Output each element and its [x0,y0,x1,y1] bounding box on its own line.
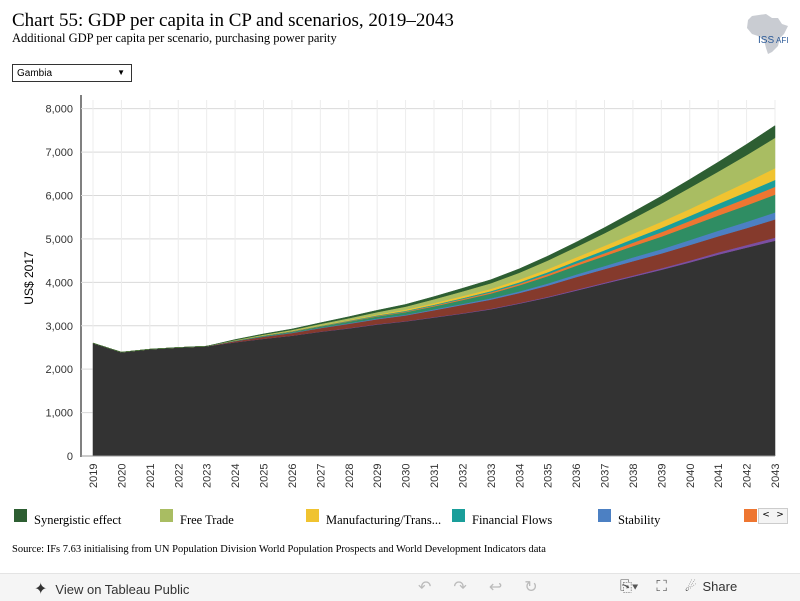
legend-next-button[interactable]: > [776,510,784,520]
logo-text: ISS [758,35,774,46]
legend-swatch[interactable] [160,509,173,522]
africa-silhouette [747,14,788,54]
legend-swatch[interactable] [452,509,465,522]
x-tick-label: 2027 [315,464,327,488]
fullscreen-icon[interactable]: ⛶ [656,578,667,595]
y-tick-label: 2,000 [45,364,73,376]
undo-icon[interactable]: ↶ [418,579,432,596]
legend-label[interactable]: Manufacturing/Trans... [326,513,442,527]
legend-label[interactable]: Financial Flows [472,513,553,527]
x-tick-label: 2019 [88,464,100,488]
x-tick-label: 2040 [685,464,697,488]
legend-label[interactable]: Stability [618,513,661,527]
x-tick-label: 2038 [628,464,640,488]
x-tick-label: 2042 [742,464,754,488]
x-tick-label: 2023 [202,464,214,488]
x-tick-label: 2029 [372,464,384,488]
legend-label[interactable]: Synergistic effect [34,513,122,527]
tableau-footer: ✦ View on Tableau Public ↶ ↷ ↩ ↻ ⎘▾ ⛶ ☄ … [0,573,800,601]
x-tick-label: 2041 [713,464,725,488]
x-tick-label: 2024 [230,464,242,488]
country-dropdown[interactable]: Gambia ▼ [12,64,132,82]
area-series [92,125,776,353]
country-dropdown-value: Gambia [17,68,53,79]
redo-icon[interactable]: ↷ [453,579,467,596]
share-label: Share [702,579,738,594]
revert-icon[interactable]: ↩ [488,579,503,596]
x-tick-label: 2031 [429,464,441,488]
x-tick-label: 2039 [656,464,668,488]
x-tick-label: 2034 [514,464,526,488]
y-tick-label: 3,000 [45,321,73,333]
y-axis-label: US$ 2017 [22,251,36,305]
legend-swatch[interactable] [306,509,319,522]
x-tick-label: 2022 [173,464,185,488]
x-tick-label: 2025 [259,464,271,488]
chart-subtitle: Additional GDP per capita per scenario, … [12,31,337,45]
x-tick-label: 2020 [116,464,128,488]
footer-tools: ↶ ↷ ↩ ↻ [418,577,538,597]
legend-nav: < > [758,508,788,524]
footer-right: ⎘▾ ⛶ ☄ Share [620,578,737,595]
x-tick-label: 2032 [457,464,469,488]
x-tick-label: 2030 [401,464,413,488]
share-icon: ☄ [684,578,697,594]
view-on-tableau-button[interactable]: ✦ View on Tableau Public [34,579,189,599]
chart-title: Chart 55: GDP per capita in CP and scena… [12,10,454,31]
x-tick-label: 2033 [486,464,498,488]
x-tick-label: 2026 [287,464,299,488]
x-tick-label: 2035 [543,464,555,488]
y-tick-label: 7,000 [45,147,73,159]
y-tick-label: 0 [67,451,73,463]
y-tick-label: 6,000 [45,191,73,203]
x-tick-label: 2043 [770,464,782,488]
y-tick-label: 1,000 [45,408,73,420]
y-tick-label: 8,000 [45,104,73,116]
view-on-tableau-label: View on Tableau Public [55,581,190,597]
legend-swatch[interactable] [744,509,757,522]
share-button[interactable]: ☄ Share [685,579,737,595]
stacked-area-chart: 0 1,000 2,000 3,000 4,000 5,000 6,000 7,000 8,00… [22,95,782,488]
x-tick-label: 2028 [344,464,356,488]
x-tick-label: 2021 [145,464,157,488]
y-tick-label: 4,000 [45,277,73,289]
legend-prev-button[interactable]: < [762,510,770,520]
x-tick-label: 2037 [600,464,612,488]
logo-subtext: AFI [776,36,788,45]
legend-swatch[interactable] [598,509,611,522]
source-note: Source: IFs 7.63 initialising from UN Po… [12,544,546,555]
dropdown-arrow-icon: ▼ [117,68,125,77]
y-tick-label: 5,000 [45,234,73,246]
refresh-icon[interactable]: ↻ [524,579,538,596]
download-icon[interactable]: ⎘▾ [620,578,639,595]
legend-swatch[interactable] [14,509,27,522]
iss-africa-logo: ISS AFI [747,14,788,54]
legend-label[interactable]: Free Trade [180,513,234,527]
x-tick-label: 2036 [571,464,583,488]
tableau-logo-icon: ✦ [34,581,48,598]
legend: Synergistic effect Free Trade Manufacturin… [0,506,800,530]
